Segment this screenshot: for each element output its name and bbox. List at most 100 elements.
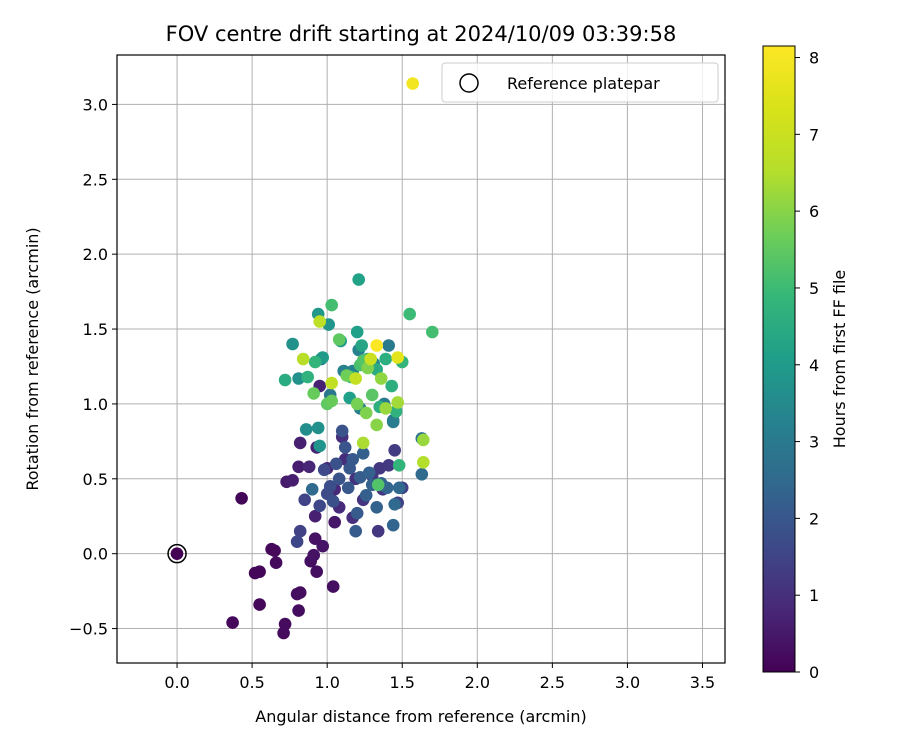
data-point: [253, 565, 266, 578]
colorbar-tick-label: 7: [809, 125, 819, 144]
x-tick-label: 3.5: [690, 673, 715, 692]
data-point: [307, 387, 321, 400]
data-point: [374, 372, 388, 385]
x-tick-label: 1.0: [314, 673, 339, 692]
data-point: [349, 372, 363, 385]
data-point: [371, 524, 385, 538]
x-tick-label: 0.5: [239, 673, 264, 692]
data-point: [293, 436, 307, 450]
data-point: [350, 325, 364, 339]
data-point: [313, 499, 327, 513]
data-point: [226, 616, 239, 629]
data-point: [359, 489, 373, 502]
data-point: [417, 456, 430, 469]
data-point: [388, 498, 402, 511]
data-point: [328, 515, 342, 529]
legend-marker-reference: [459, 73, 479, 93]
data-point: [362, 466, 376, 480]
plot-frame: [116, 54, 726, 664]
data-point: [292, 604, 305, 617]
data-point: [403, 307, 417, 321]
data-point: [323, 480, 337, 493]
data-point: [269, 556, 283, 569]
data-point: [316, 539, 330, 553]
colorbar-tick-label: 0: [809, 663, 819, 682]
data-point: [286, 337, 299, 351]
x-tick-label: 0.0: [164, 673, 189, 692]
x-tick-label: 3.0: [615, 673, 640, 692]
legend-box: [441, 62, 719, 103]
data-point: [406, 77, 420, 90]
data-point: [268, 544, 281, 557]
data-point: [301, 370, 315, 384]
data-point: [325, 376, 339, 390]
data-point: [302, 460, 316, 474]
data-point: [170, 547, 184, 560]
data-point: [308, 355, 322, 369]
y-tick-label: 2.5: [83, 170, 108, 189]
data-point: [365, 388, 379, 402]
colorbar-tick-label: 3: [809, 433, 819, 452]
data-point: [278, 373, 292, 387]
data-point: [392, 481, 406, 495]
colorbar-tick-label: 4: [809, 356, 819, 375]
colorbar-tick-label: 2: [809, 509, 819, 528]
legend-label: Reference platepar: [507, 74, 660, 93]
data-point: [370, 339, 384, 352]
y-tick-label: 0.5: [83, 470, 108, 489]
data-point: [370, 501, 384, 514]
data-point: [417, 433, 430, 447]
data-point: [298, 493, 312, 507]
data-point: [386, 415, 400, 429]
data-point: [392, 459, 406, 472]
data-point: [278, 617, 292, 631]
data-point: [346, 453, 360, 466]
data-point: [385, 379, 399, 393]
y-tick-label: 1.5: [83, 320, 108, 339]
data-point: [307, 548, 321, 562]
y-tick-label: 0.0: [83, 545, 108, 564]
chart-title: FOV centre drift starting at 2024/10/09 …: [166, 22, 677, 46]
data-point: [379, 352, 393, 366]
data-point: [310, 565, 324, 578]
data-point: [350, 397, 364, 411]
data-point: [293, 586, 307, 599]
legend: Reference platepar: [441, 62, 719, 103]
data-point: [388, 444, 402, 457]
data-point: [379, 402, 393, 415]
data-point: [299, 423, 313, 436]
data-point: [391, 351, 405, 364]
data-point: [370, 418, 384, 432]
data-point: [364, 352, 378, 366]
data-point: [371, 478, 385, 492]
data-point: [352, 273, 366, 286]
data-point: [313, 439, 327, 453]
data-point: [325, 298, 339, 312]
colorbar-label: Hours from first FF file: [830, 270, 849, 449]
data-point: [286, 474, 299, 487]
data-point: [359, 406, 373, 420]
data-point: [415, 468, 429, 481]
data-point: [296, 352, 310, 366]
data-point: [382, 339, 396, 352]
data-point: [253, 598, 266, 611]
data-point: [391, 396, 405, 409]
x-tick-label: 2.0: [465, 673, 490, 692]
data-point: [332, 333, 346, 346]
plot-area: [117, 55, 725, 663]
data-point: [326, 495, 340, 508]
colorbar-ticks: 0 1 2 3 4 5 6 7 8: [795, 49, 819, 682]
data-point: [386, 518, 400, 532]
data-point: [292, 460, 305, 474]
data-point: [329, 457, 343, 471]
data-point: [349, 524, 363, 538]
data-point: [326, 580, 340, 593]
data-point: [290, 535, 304, 548]
data-point: [356, 447, 370, 460]
x-tick-label: 2.5: [540, 673, 565, 692]
y-axis-label: Rotation from reference (arcmin): [23, 227, 42, 490]
y-tick-label: 2.0: [83, 245, 108, 264]
colorbar-tick-label: 8: [809, 49, 819, 68]
data-point: [355, 339, 369, 352]
